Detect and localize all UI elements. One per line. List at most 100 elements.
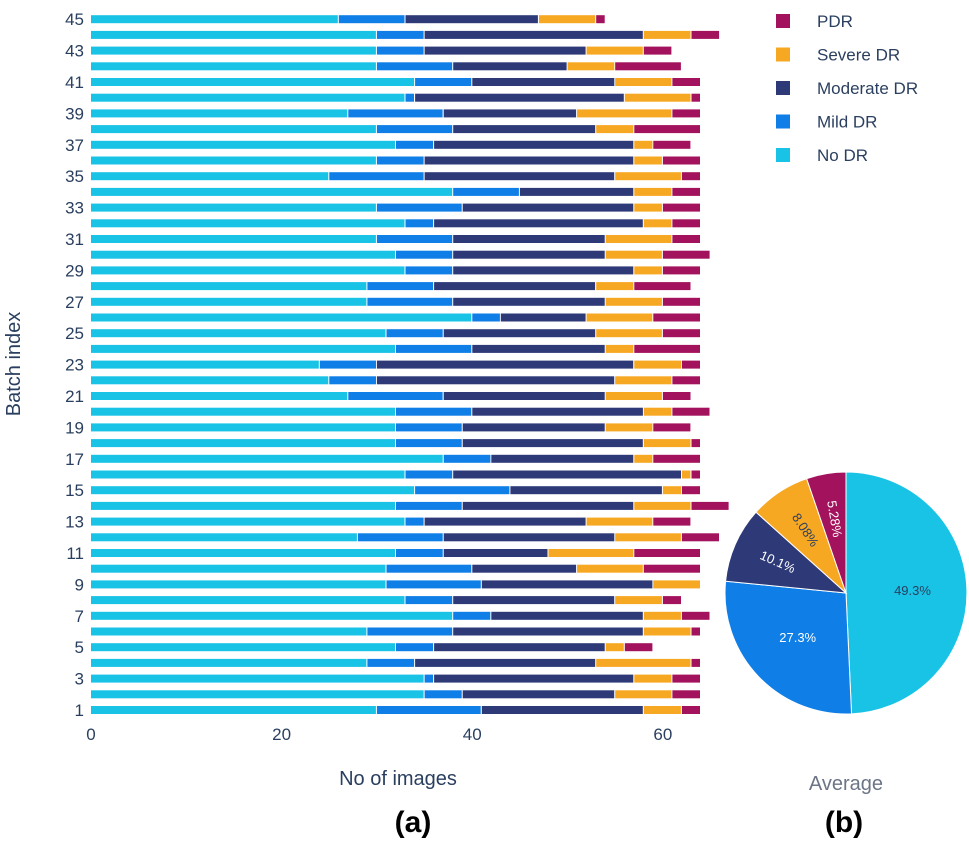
- bar-segment-severe-dr-batch-38: [596, 125, 634, 134]
- bar-segment-severe-dr-batch-21: [605, 392, 662, 400]
- bar-segment-severe-dr-batch-33: [634, 203, 662, 212]
- pie-slice-moderate-dr: [725, 511, 848, 594]
- bar-segment-mild-dr-batch-4: [367, 658, 415, 667]
- bar-segment-pdr-batch-20: [672, 407, 710, 416]
- bar-segment-pdr-batch-31: [672, 235, 700, 243]
- bar-segment-moderate-dr-batch-8: [453, 596, 615, 605]
- bar-segment-pdr-batch-19: [653, 423, 691, 432]
- bar-segment-pdr-batch-23: [681, 360, 700, 369]
- y-tick-label: 9: [75, 575, 84, 594]
- bar-segment-no-dr-batch-39: [91, 109, 348, 118]
- bar-segment-pdr-batch-11: [634, 549, 700, 557]
- bar-segment-mild-dr-batch-6: [367, 627, 453, 636]
- bar-segment-pdr-batch-28: [634, 282, 691, 291]
- bar-segment-moderate-dr-batch-20: [472, 407, 643, 416]
- bar-segment-no-dr-batch-14: [91, 501, 395, 510]
- bar-segment-severe-dr-batch-14: [634, 501, 691, 510]
- bar-segment-mild-dr-batch-11: [396, 549, 443, 557]
- bar-segment-moderate-dr-batch-21: [443, 392, 605, 400]
- bar-segment-pdr-batch-42: [615, 62, 681, 71]
- bar-segment-severe-dr-batch-11: [548, 549, 634, 557]
- bar-segment-moderate-dr-batch-24: [472, 344, 605, 353]
- stacked-bar-chart: 0 20 40 60 13579111315171921232527293133353…: [3, 10, 729, 839]
- bar-segment-no-dr-batch-44: [91, 30, 376, 39]
- bar-segment-no-dr-batch-36: [91, 156, 376, 165]
- y-tick-label: 35: [65, 167, 84, 186]
- bar-segment-pdr-batch-38: [634, 125, 700, 134]
- y-tick-label: 31: [65, 230, 84, 249]
- bar-segment-severe-dr-batch-6: [643, 627, 691, 636]
- bar-segment-pdr-batch-45: [596, 15, 605, 24]
- bar-segment-severe-dr-batch-2: [615, 690, 672, 699]
- bar-segment-severe-dr-batch-28: [596, 282, 634, 291]
- bar-segment-severe-dr-batch-44: [643, 30, 691, 39]
- y-tick-label: 1: [75, 701, 84, 720]
- y-tick-label: 13: [65, 513, 84, 532]
- pie-value-label: 5.28%: [824, 499, 845, 538]
- bar-segment-pdr-batch-22: [672, 376, 700, 385]
- y-tick-label: 3: [75, 670, 84, 689]
- bar-segment-pdr-batch-33: [662, 203, 700, 212]
- pie-value-label: 49.3%: [894, 583, 931, 598]
- bar-segment-pdr-batch-30: [662, 250, 710, 259]
- bar-segment-moderate-dr-batch-18: [462, 439, 643, 448]
- bar-segment-severe-dr-batch-27: [605, 297, 662, 306]
- x-axis-title: No of images: [339, 768, 457, 790]
- bar-segment-severe-dr-batch-42: [567, 62, 615, 71]
- bar-segment-mild-dr-batch-10: [386, 564, 472, 573]
- bar-segment-severe-dr-batch-3: [634, 674, 672, 683]
- bar-segment-mild-dr-batch-41: [415, 78, 472, 86]
- bar-segment-severe-dr-batch-26: [586, 313, 653, 322]
- bar-segment-severe-dr-batch-9: [653, 580, 700, 589]
- bar-segment-severe-dr-batch-8: [615, 596, 662, 605]
- bar-segment-severe-dr-batch-15: [662, 486, 681, 495]
- bar-segment-moderate-dr-batch-23: [376, 360, 634, 369]
- bar-segment-no-dr-batch-4: [91, 658, 367, 667]
- bar-segment-mild-dr-batch-37: [396, 140, 434, 149]
- bar-segment-mild-dr-batch-17: [443, 454, 491, 463]
- bar-segment-no-dr-batch-38: [91, 125, 376, 134]
- bar-segment-moderate-dr-batch-40: [415, 93, 624, 102]
- bar-segment-no-dr-batch-9: [91, 580, 386, 589]
- bar-segment-mild-dr-batch-1: [376, 706, 481, 714]
- bar-segment-no-dr-batch-45: [91, 15, 338, 24]
- bar-segment-moderate-dr-batch-39: [443, 109, 577, 118]
- bar-segment-no-dr-batch-6: [91, 627, 367, 636]
- bar-segment-no-dr-batch-21: [91, 392, 348, 400]
- bar-segment-no-dr-batch-12: [91, 533, 357, 542]
- bar-segment-mild-dr-batch-13: [405, 517, 424, 526]
- legend-label: No DR: [817, 146, 868, 165]
- bar-segment-no-dr-batch-33: [91, 203, 376, 212]
- bar-segment-mild-dr-batch-24: [396, 344, 472, 353]
- bar-segment-mild-dr-batch-39: [348, 109, 443, 118]
- bar-segment-mild-dr-batch-43: [376, 46, 424, 55]
- bar-segment-pdr-batch-13: [653, 517, 691, 526]
- bar-segment-mild-dr-batch-36: [376, 156, 424, 165]
- y-tick-label: 33: [65, 199, 84, 218]
- bar-segment-mild-dr-batch-35: [329, 172, 424, 181]
- panel-a-label: (a): [395, 806, 432, 839]
- x-tick-label: 60: [653, 725, 672, 744]
- bar-segment-moderate-dr-batch-13: [424, 517, 586, 526]
- bar-segment-pdr-batch-6: [691, 627, 700, 636]
- bar-segment-no-dr-batch-8: [91, 596, 405, 605]
- bar-segment-pdr-batch-27: [662, 297, 700, 306]
- bar-segment-no-dr-batch-1: [91, 706, 376, 714]
- bar-segment-severe-dr-batch-22: [615, 376, 672, 385]
- bar-segment-moderate-dr-batch-9: [481, 580, 653, 589]
- bar-segment-no-dr-batch-17: [91, 454, 443, 463]
- bar-segment-pdr-batch-41: [672, 78, 700, 86]
- bar-segment-no-dr-batch-20: [91, 407, 395, 416]
- y-tick-label: 29: [65, 261, 84, 280]
- bar-segment-no-dr-batch-22: [91, 376, 329, 385]
- bar-segment-mild-dr-batch-3: [424, 674, 434, 683]
- bar-segment-severe-dr-batch-17: [634, 454, 653, 463]
- bar-segment-mild-dr-batch-16: [405, 470, 453, 479]
- pie-value-label: 27.3%: [779, 630, 816, 645]
- bar-segment-no-dr-batch-23: [91, 360, 319, 369]
- bar-segment-pdr-batch-24: [634, 344, 700, 353]
- bar-segment-moderate-dr-batch-38: [453, 125, 596, 134]
- bar-segment-severe-dr-batch-4: [596, 658, 691, 667]
- bar-segment-pdr-batch-43: [643, 46, 672, 55]
- panel-b-label: (b): [825, 806, 863, 839]
